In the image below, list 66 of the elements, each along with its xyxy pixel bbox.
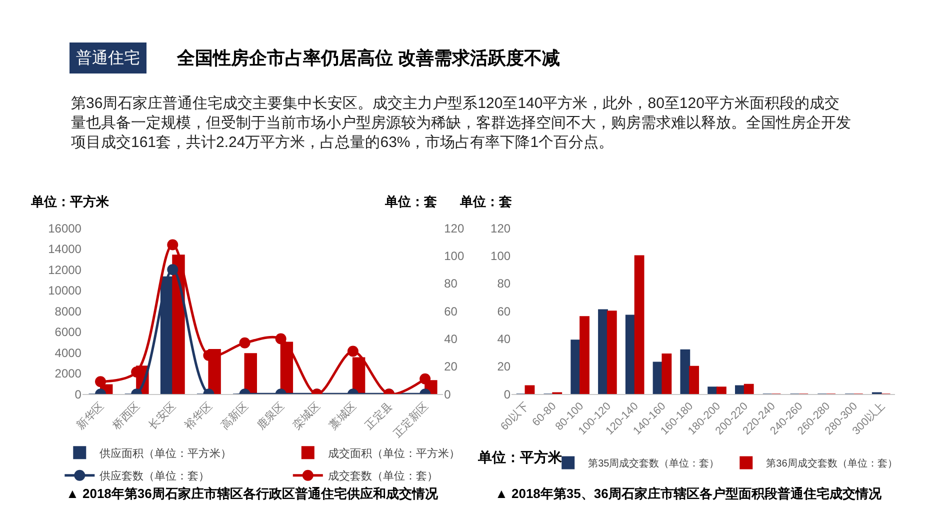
text: ▲ 2018年第35、36周石家庄市辖区各户型面积段普通住宅成交情况: [495, 486, 882, 501]
bar: [244, 353, 257, 394]
y2-tick-label: 80: [444, 276, 458, 291]
point: [275, 333, 286, 344]
point: [167, 264, 178, 276]
x-tick-label: 藁城区: [326, 400, 359, 432]
text: 普通住宅: [76, 49, 140, 67]
x-tick-label: 长安区: [146, 400, 179, 432]
bar: [625, 314, 636, 394]
y-tick-label: 4000: [54, 346, 82, 360]
bar: [580, 316, 590, 394]
legend-label: 供应面积（单位：平方米）: [100, 446, 232, 460]
y-tick-label: 14000: [48, 242, 82, 256]
legend-label: 第36周成交套数（单位：套）: [766, 458, 898, 470]
y2-tick-label: 20: [444, 360, 458, 374]
y-tick-label: 100: [490, 248, 511, 263]
y-axis-title: 单位：平方米: [30, 194, 110, 209]
x-tick-label: 裕华区: [182, 400, 215, 432]
y2-tick-label: 120: [444, 221, 464, 236]
bar: [662, 353, 672, 394]
text: ▲ 2018年第36周石家庄市辖区各行政区普通住宅供应和成交情况: [66, 486, 439, 501]
legend-label: 成交面积（单位：平方米）: [328, 446, 460, 460]
y-tick-label: 80: [497, 276, 511, 291]
y-tick-label: 120: [490, 221, 511, 236]
point: [167, 239, 178, 250]
y2-tick-label: 0: [444, 387, 452, 402]
y2-tick-label: 60: [444, 304, 458, 318]
bar: [634, 255, 644, 394]
bar: [708, 386, 718, 394]
bar: [744, 384, 754, 394]
y-tick-label: 20: [497, 360, 511, 374]
legend-label: 供应套数（单位：套）: [100, 470, 210, 483]
y-tick-label: 12000: [48, 262, 82, 277]
y2-tick-label: 100: [444, 248, 464, 263]
y2-axis-title: 单位：套: [384, 194, 437, 209]
text: 第36周石家庄普通住宅成交主要集中长安区。成交主力户型系120至140平方米，此外，80至120平方米面积段的成交量也具备一定规模，但受制于当前市场小户型房源较为稀缺，客群选择空间不大，购房需求难以释放。全国性房企开发项目成交161套，共计2.24万平方米，占总量的63%，市场占有率下降1个百分点。: [71, 95, 851, 151]
bar: [680, 349, 690, 394]
y-axis-title: 单位：套: [459, 194, 512, 209]
y2-tick-label: 40: [444, 332, 458, 346]
legend-label: 成交套数（单位：套）: [328, 470, 438, 483]
y-tick-label: 6000: [54, 325, 82, 340]
bar: [716, 386, 726, 394]
y-tick-label: 16000: [48, 221, 82, 236]
x-tick-label: 桥西区: [110, 400, 143, 433]
bar: [524, 385, 535, 394]
bar: [689, 366, 700, 394]
legend-label: 第35周成交套数（单位：套）: [588, 458, 720, 470]
bar: [606, 310, 617, 394]
y-tick-label: 40: [497, 332, 511, 346]
point: [347, 346, 358, 357]
y-tick-label: 0: [504, 387, 511, 402]
bar: [570, 340, 581, 394]
y-tick-label: 60: [497, 304, 511, 318]
y-tick-label: 10000: [48, 284, 82, 298]
x-tick-label: 鹿泉区: [254, 400, 287, 432]
point: [239, 337, 250, 348]
y-tick-label: 8000: [54, 304, 82, 318]
chart-title: 全国性房企市占率仍居高位 改善需求活跃度不减: [176, 48, 560, 68]
y-tick-label: 2000: [54, 366, 82, 381]
x-tick-label: 新华区: [74, 400, 107, 432]
x-axis-title: 单位：平方米: [477, 449, 563, 465]
x-tick-label: 60以下: [498, 400, 532, 434]
y-tick-label: 0: [74, 387, 82, 402]
bar: [598, 309, 608, 394]
x-tick-label: 栾城区: [290, 400, 323, 432]
x-tick-label: 高新区: [218, 400, 251, 432]
